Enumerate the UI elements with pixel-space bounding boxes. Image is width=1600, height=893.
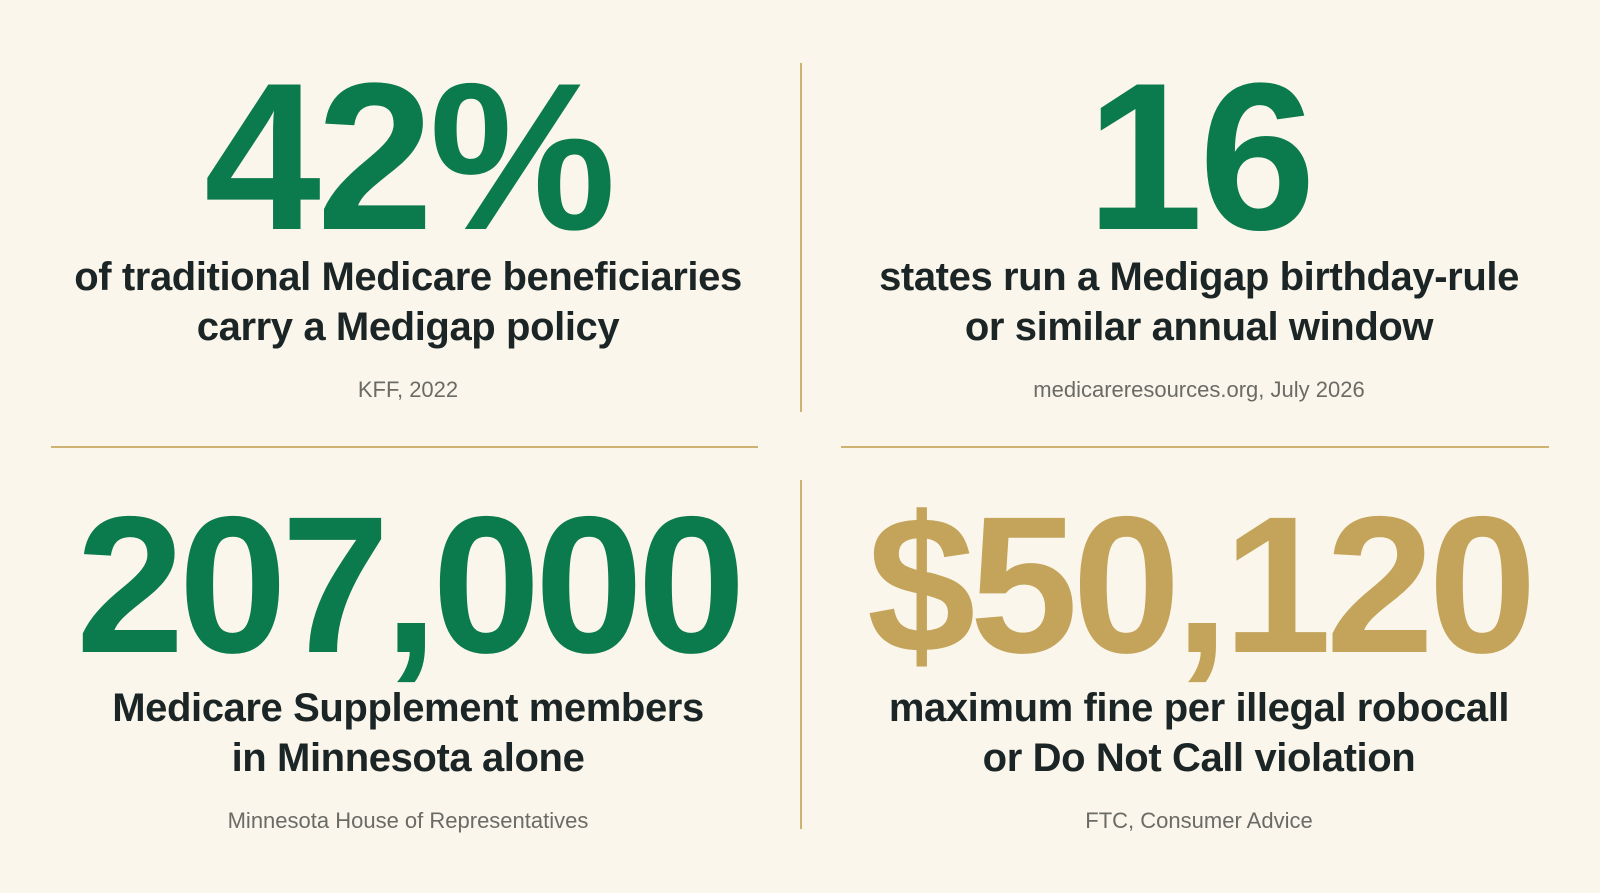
stat-card: 42% of traditional Medicare beneficiaries… [18,0,798,440]
stat-card: $50,120 maximum fine per illegal robocall… [809,436,1589,876]
description-line: in Minnesota alone [231,736,585,780]
stat-description: maximum fine per illegal robocall or Do N… [809,683,1589,783]
stat-value: 42% [204,39,616,274]
description-line: Medicare Supplement members [112,686,704,730]
description-line: maximum fine per illegal robocall [888,686,1510,730]
stat-source: medicareresources.org, July 2026 [1033,377,1365,402]
description-line: or Do Not Call violation [982,736,1416,780]
stat-source: Minnesota House of Representatives [227,808,589,833]
vertical-divider [800,480,802,829]
stat-card: 207,000 Medicare Supplement members in Min… [18,436,798,876]
stat-card: 16 states run a Medigap birthday-rule or s… [809,0,1589,440]
stat-description: states run a Medigap birthday-rule or sim… [809,252,1589,352]
description-line: of traditional Medicare beneficiaries [74,255,742,299]
horizontal-divider [841,446,1549,448]
stat-description: Medicare Supplement members in Minnesota … [18,683,798,783]
vertical-divider [800,63,802,412]
horizontal-divider [51,446,758,448]
stat-description: of traditional Medicare beneficiaries car… [18,252,798,352]
stat-source: FTC, Consumer Advice [1085,808,1313,833]
stat-value: 16 [1086,39,1315,274]
description-line: states run a Medigap birthday-rule [879,255,1519,299]
stat-value: $50,120 [867,476,1537,694]
stat-value: 207,000 [76,476,746,694]
stat-source: KFF, 2022 [357,377,459,402]
description-line: or similar annual window [964,305,1434,349]
description-line: carry a Medigap policy [196,305,620,349]
